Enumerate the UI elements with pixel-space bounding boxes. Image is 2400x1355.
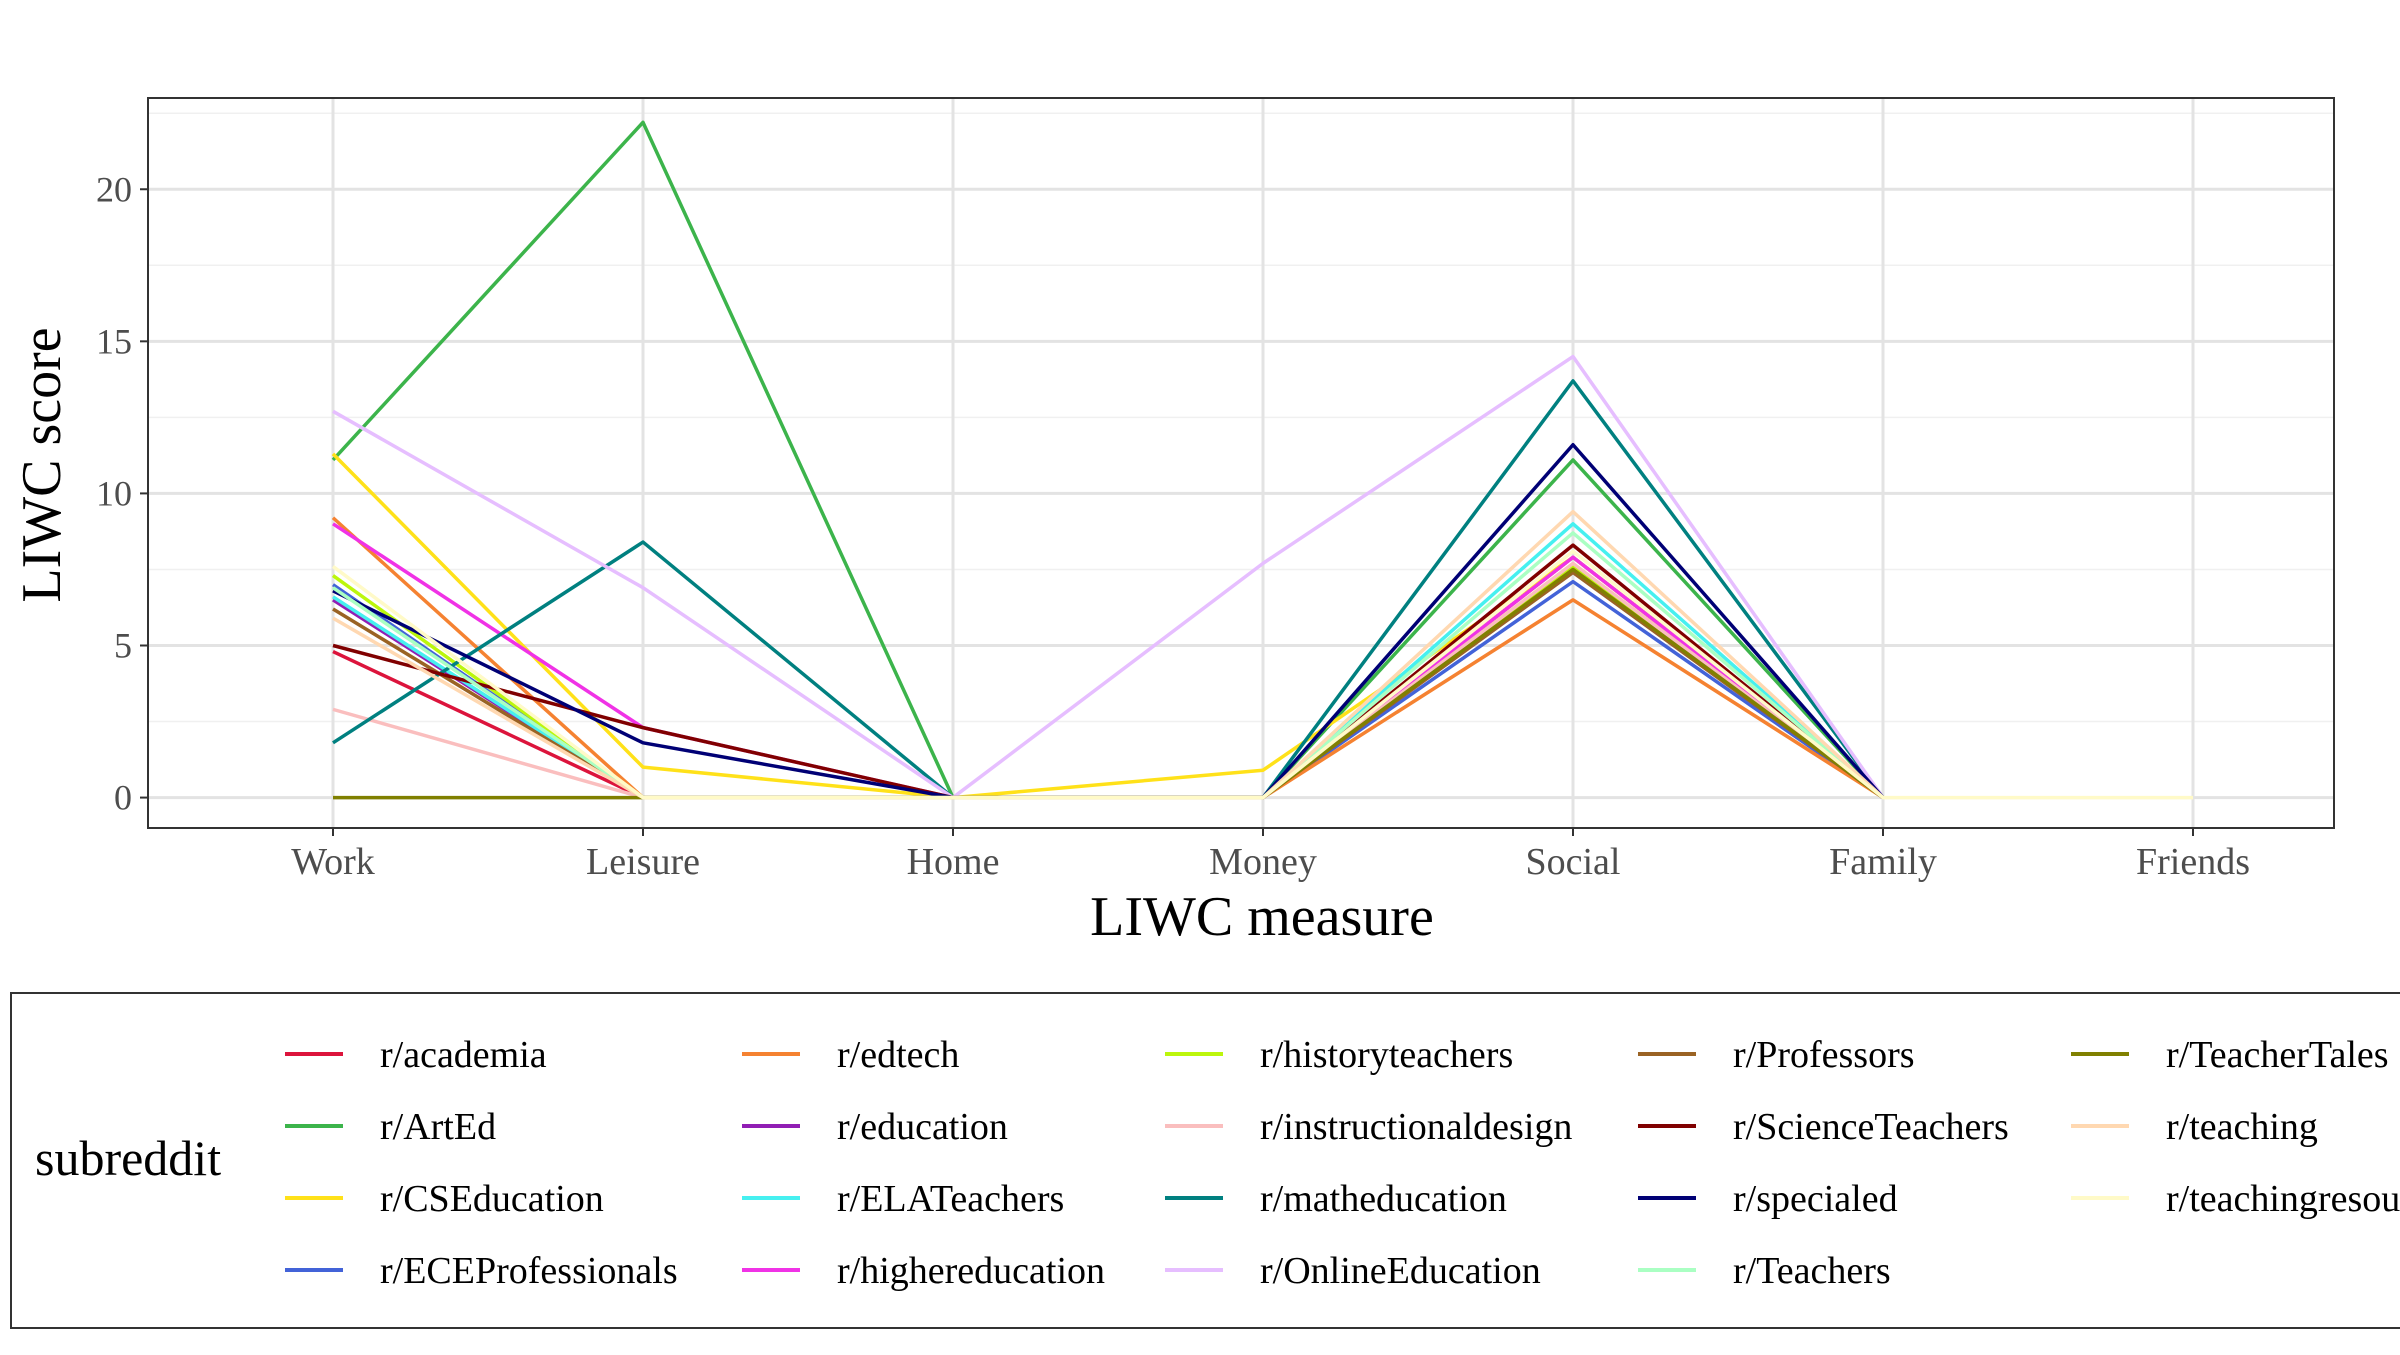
x-tick-label: Money <box>1209 841 1317 883</box>
legend-box <box>10 992 2400 1329</box>
legend-label-scienceteachers: r/ScienceTeachers <box>1733 1106 2009 1148</box>
x-tick-label: Home <box>907 841 1000 883</box>
legend-label-teaching: r/teaching <box>2166 1106 2318 1148</box>
x-tick-label: Family <box>1829 841 1937 883</box>
x-tick-label: Friends <box>2136 841 2250 883</box>
legend-label-cseducation: r/CSEducation <box>380 1178 604 1220</box>
legend-label-eceprofessionals: r/ECEProfessionals <box>380 1250 678 1292</box>
series-lines <box>331 120 2193 800</box>
legend-label-historyteachers: r/historyteachers <box>1260 1034 1513 1076</box>
legend-label-arted: r/ArtEd <box>380 1106 496 1148</box>
series-line-onlineeducation <box>332 354 1885 800</box>
legend-label-elateachers: r/ELATeachers <box>837 1178 1064 1220</box>
x-tick-labels: Work Leisure Home Money Social Family Friends <box>291 828 2250 883</box>
legend-label-academia: r/academia <box>380 1034 547 1076</box>
y-tick-label: 0 <box>114 778 132 818</box>
x-tick-label: Work <box>291 841 374 883</box>
legend-label-professors: r/Professors <box>1733 1034 1915 1076</box>
x-tick-label: Social <box>1526 841 1621 883</box>
y-tick-label: 5 <box>114 626 132 666</box>
y-axis-label: LIWC score <box>11 327 73 602</box>
y-tick-labels: 0 5 10 15 20 <box>96 169 148 818</box>
legend-label-onlineeducation: r/OnlineEducation <box>1260 1250 1541 1292</box>
legend-label-teachers: r/Teachers <box>1733 1250 1891 1292</box>
legend-items: r/academia r/ArtEd r/CSEducation r/ECEProfe… <box>285 1034 2400 1292</box>
legend-label-edtech: r/edtech <box>837 1034 959 1076</box>
series-line-teachingresources <box>331 549 2193 800</box>
y-tick-label: 20 <box>96 169 132 209</box>
panel-border <box>147 97 2335 829</box>
legend-label-matheducation: r/matheducation <box>1260 1178 1507 1220</box>
legend: subreddit r/academia r/ArtEd r/CSEducation… <box>10 992 2400 1329</box>
legend-label-instructionaldesign: r/instructionaldesign <box>1260 1106 1572 1148</box>
y-tick-label: 15 <box>96 321 132 361</box>
y-tick-label: 10 <box>96 473 132 513</box>
legend-label-teachertales: r/TeacherTales <box>2166 1034 2389 1076</box>
legend-label-specialed: r/specialed <box>1733 1178 1898 1220</box>
x-tick-label: Leisure <box>586 841 700 883</box>
legend-label-highereducation: r/highereducation <box>837 1250 1105 1292</box>
legend-title: subreddit <box>35 1130 221 1186</box>
legend-label-education: r/education <box>837 1106 1008 1148</box>
x-axis-label: LIWC measure <box>1090 886 1434 948</box>
legend-label-teachingresources: r/teachingresources <box>2166 1178 2400 1220</box>
